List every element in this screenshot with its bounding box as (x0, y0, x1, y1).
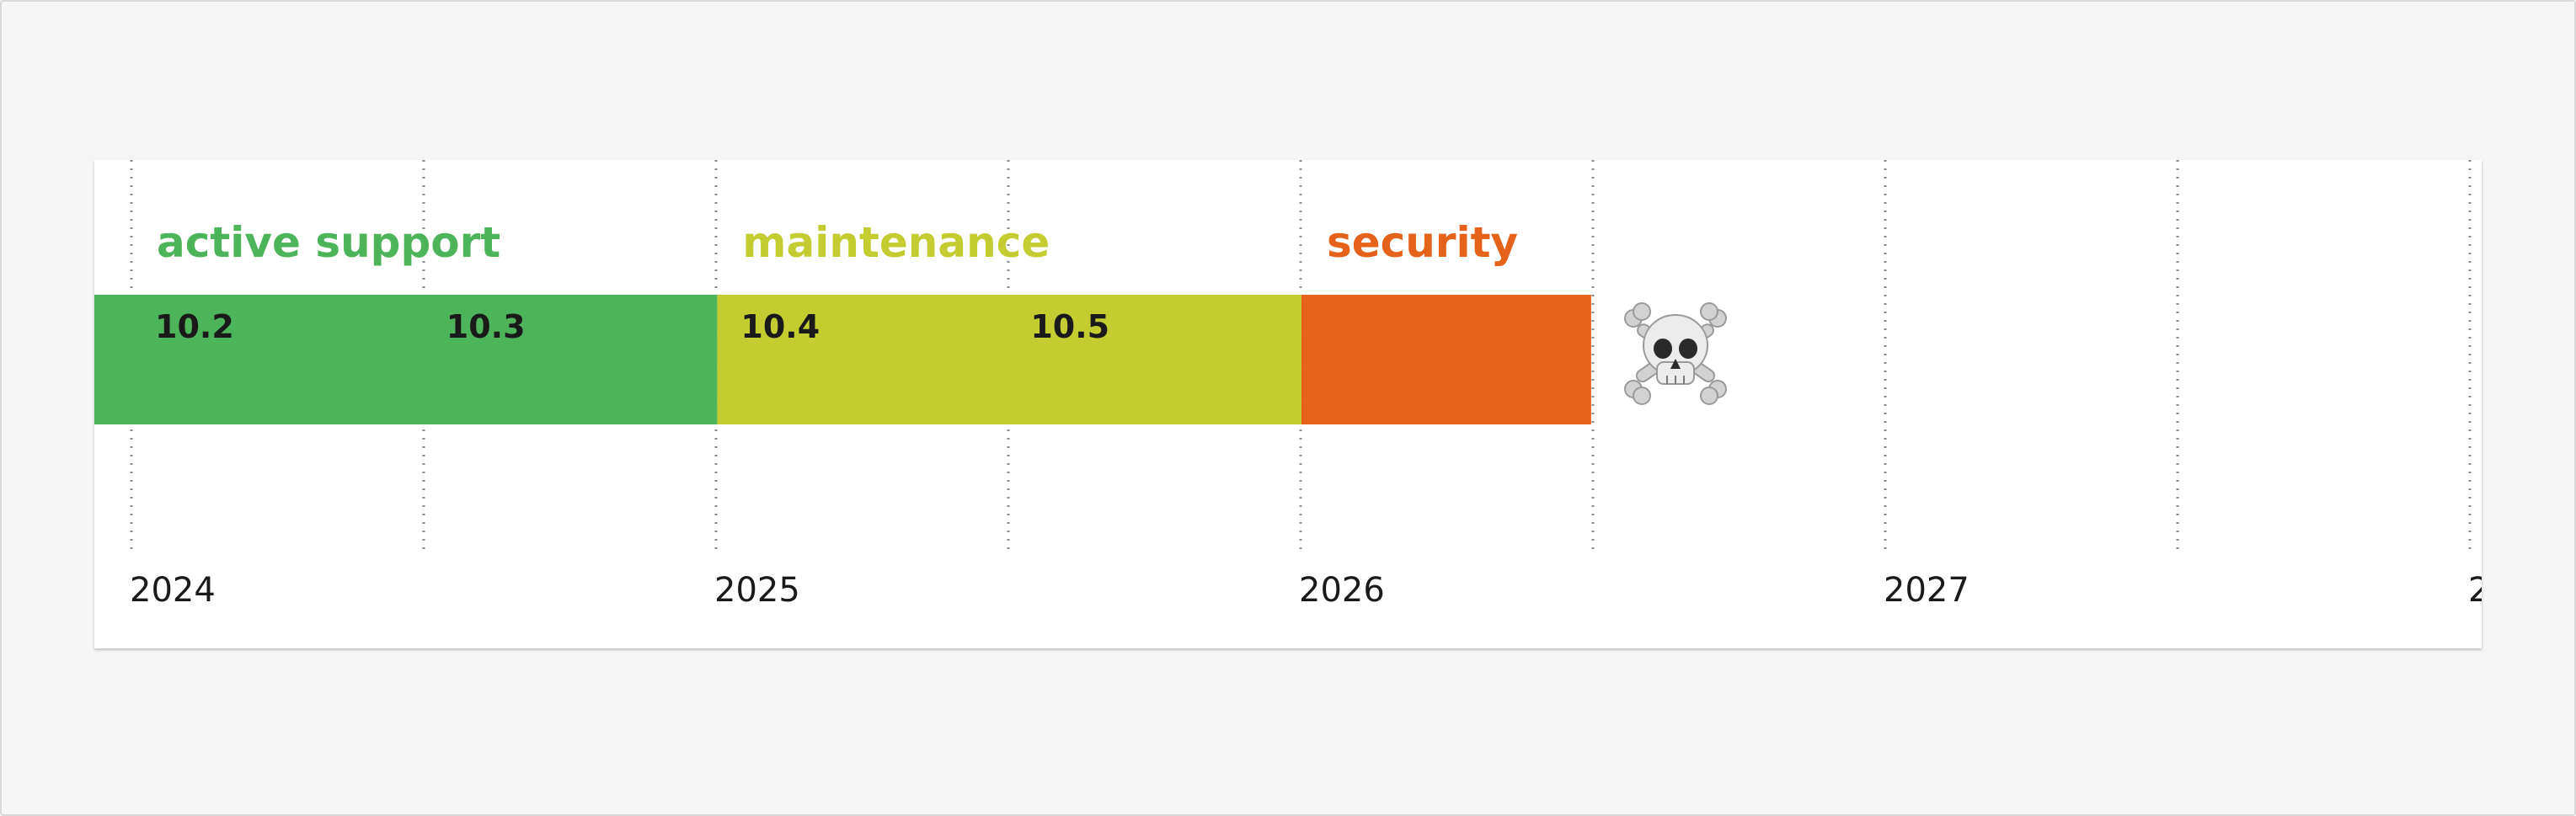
timeline-chart (94, 160, 2472, 556)
version-label: 10.2 (155, 308, 234, 345)
phase-bar-security (1301, 295, 1591, 424)
x-tick-label: 2027 (1884, 571, 1969, 610)
version-label: 10.5 (1030, 308, 1110, 345)
x-tick-label: 2025 (714, 571, 800, 610)
version-label: 10.4 (740, 308, 820, 345)
phase-bar-maintenance (717, 295, 1301, 424)
x-tick-label: 2028 (2468, 571, 2482, 610)
skull-and-crossbones-icon (1623, 302, 1727, 405)
phase-bar-active-support (94, 295, 718, 424)
x-tick-label: 2026 (1299, 571, 1385, 610)
x-tick-label: 2024 (130, 571, 216, 610)
release-timeline-card: active support maintenance security 10.2… (94, 160, 2482, 648)
phase-label-active-support: active support (157, 218, 501, 267)
phase-label-security: security (1326, 218, 1519, 267)
phase-label-maintenance: maintenance (742, 218, 1050, 267)
version-label: 10.3 (446, 308, 526, 345)
